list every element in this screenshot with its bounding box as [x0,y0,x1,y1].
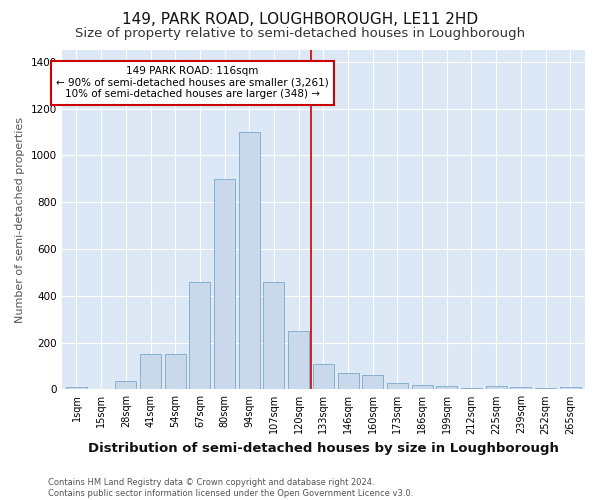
Bar [190,282,211,390]
Bar [412,384,433,390]
X-axis label: Distribution of semi-detached houses by size in Loughborough: Distribution of semi-detached houses by … [88,442,559,455]
Bar [436,386,457,390]
Bar [387,383,408,390]
Bar [140,354,161,390]
Bar [214,178,235,390]
Y-axis label: Number of semi-detached properties: Number of semi-detached properties [15,116,25,322]
Bar [362,376,383,390]
Text: 149, PARK ROAD, LOUGHBOROUGH, LE11 2HD: 149, PARK ROAD, LOUGHBOROUGH, LE11 2HD [122,12,478,28]
Bar [461,388,482,390]
Bar [485,386,506,390]
Bar [338,373,359,390]
Bar [239,132,260,390]
Bar [511,387,532,390]
Bar [313,364,334,390]
Bar [560,387,581,390]
Bar [115,381,136,390]
Bar [288,331,309,390]
Bar [165,354,186,390]
Text: 149 PARK ROAD: 116sqm
← 90% of semi-detached houses are smaller (3,261)
10% of s: 149 PARK ROAD: 116sqm ← 90% of semi-deta… [56,66,329,100]
Text: Contains HM Land Registry data © Crown copyright and database right 2024.
Contai: Contains HM Land Registry data © Crown c… [48,478,413,498]
Bar [66,387,87,390]
Bar [535,388,556,390]
Bar [263,282,284,390]
Text: Size of property relative to semi-detached houses in Loughborough: Size of property relative to semi-detach… [75,28,525,40]
